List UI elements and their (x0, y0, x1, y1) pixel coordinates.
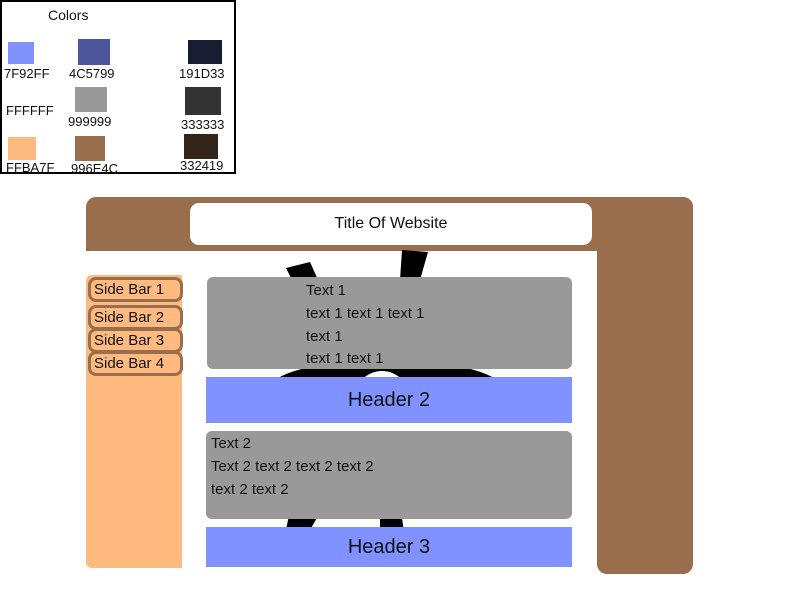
swatch-label: 999999 (68, 114, 112, 129)
site-title: Title Of Website (190, 203, 592, 245)
swatch-333333 (185, 87, 221, 115)
sidebar-item-3[interactable]: Side Bar 3 (88, 328, 183, 353)
color-palette: Colors 7F92FF 4C5799 191D33 FFFFFF 99999… (0, 0, 236, 176)
content-section-2: Text 2 Text 2 text 2 text 2 text 2 text … (206, 431, 572, 519)
sidebar-item-4[interactable]: Side Bar 4 (88, 351, 183, 376)
section2-line: Text 2 (211, 435, 252, 452)
swatch-191d33 (188, 40, 222, 64)
swatch-label: 996E4C (71, 161, 118, 176)
sidebar-item-1[interactable]: Side Bar 1 (88, 277, 183, 302)
sidebar-item-2[interactable]: Side Bar 2 (88, 305, 183, 330)
header-3: Header 3 (206, 527, 572, 567)
swatch-996e4c (75, 136, 105, 161)
swatch-label: 7F92FF (4, 66, 50, 81)
swatch-label: FFBA7F (6, 160, 55, 175)
section2-line: Text 2 text 2 text 2 text 2 (211, 458, 374, 475)
content-section-1: Text 1 text 1 text 1 text 1 text 1 text … (207, 277, 572, 369)
swatch-label: 191D33 (179, 66, 225, 81)
swatch-label: 332419 (180, 158, 224, 173)
section1-line: text 1 (306, 328, 343, 345)
swatch-label: FFFFFF (6, 103, 54, 118)
swatch-label: 333333 (181, 117, 225, 132)
section1-line: text 1 text 1 (306, 350, 384, 367)
sidebar: Side Bar 1 Side Bar 2 Side Bar 3 Side Ba… (86, 275, 183, 568)
swatch-ffba7f (8, 137, 36, 160)
section1-line: Text 1 (306, 282, 347, 299)
swatch-label: 4C5799 (69, 66, 115, 81)
section1-line: text 1 text 1 text 1 (306, 305, 425, 322)
swatch-332419 (184, 134, 218, 159)
swatch-4c5799 (78, 39, 110, 65)
palette-title: Colors (48, 7, 89, 23)
swatch-999999 (75, 87, 107, 112)
site-frame-right (597, 197, 693, 574)
section2-line: text 2 text 2 (211, 481, 289, 498)
header-2: Header 2 (206, 377, 572, 423)
swatch-7f92ff (8, 42, 34, 64)
